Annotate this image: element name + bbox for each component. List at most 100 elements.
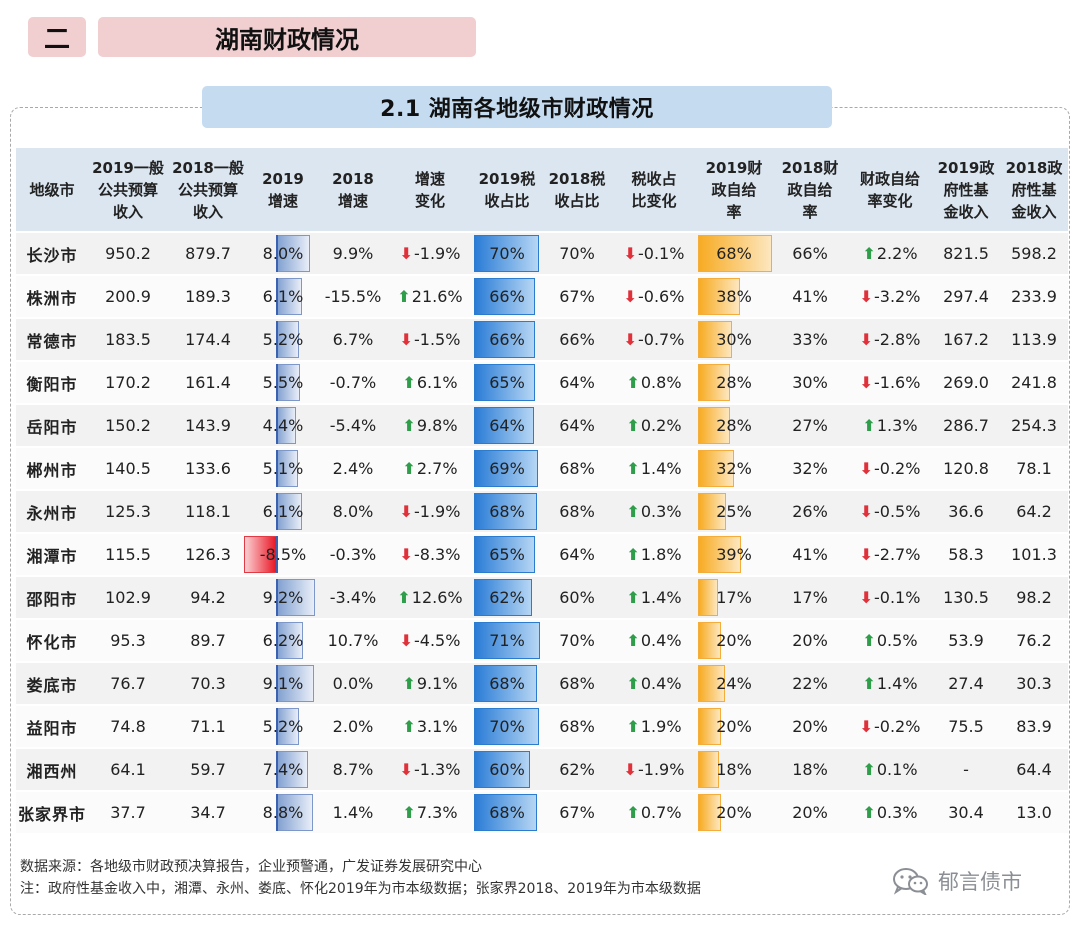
cell-value: 174.4 [185, 330, 231, 349]
tax2019-cell: 65% [472, 361, 542, 405]
growth2019-cell: 8.8% [248, 791, 318, 835]
arrow-up-icon: ⬆ [626, 803, 640, 822]
arrow-down-icon: ⬇ [859, 502, 873, 521]
rev2018-cell: 34.7 [168, 791, 248, 835]
cell-value: 永州市 [26, 503, 78, 523]
tax-change-cell: ⬆1.8% [612, 533, 696, 577]
cell-value: 269.0 [943, 373, 989, 392]
self-sufficiency-bar [698, 364, 730, 401]
table-row: 永州市 125.3 118.1 6.1% 8.0% ⬇-1.9% 68% 68% ⬆0.3% 25… [16, 490, 1068, 534]
tax2019-cell: 71% [472, 619, 542, 663]
cell-value: 32% [716, 459, 752, 478]
footnote: 注：政府性基金收入中，湘潭、永州、娄底、怀化2019年为市本级数据；张家界201… [20, 881, 701, 897]
cell-value: 9.9% [332, 244, 374, 263]
fund2018-cell: 64.4 [1000, 748, 1068, 792]
column-header-line: 金收入 [1011, 202, 1057, 221]
cell-value: 64% [559, 545, 595, 564]
rev2018-cell: 879.7 [168, 232, 248, 276]
growth-bar [276, 278, 303, 315]
cell-value: 65% [489, 373, 525, 392]
cell-value: 102.9 [105, 588, 151, 607]
cell-value: -1.9% [413, 244, 461, 263]
cell-value: -0.2% [873, 459, 921, 478]
table-header: 地级市 2019一般 公共预算 收入 2018一般 公共预算 收入 2019 增速 2018 增速增… [16, 148, 1068, 233]
tax2019-cell: 70% [472, 705, 542, 749]
fund2019-cell: 27.4 [932, 662, 1000, 706]
cell-value: -2.7% [873, 545, 921, 564]
self-change-cell: ⬇-3.2% [848, 275, 932, 319]
growth2018-cell: 9.9% [318, 232, 388, 276]
cell-value: 0.8% [640, 373, 682, 392]
column-header: 2019一般 公共预算 收入 [88, 148, 168, 233]
growth-change-cell: ⬆2.7% [388, 447, 472, 491]
rev2019-cell: 950.2 [88, 232, 168, 276]
cell-value: 20% [792, 803, 828, 822]
axis-line [276, 493, 278, 530]
column-header: 财政自给 率变化 [848, 148, 932, 233]
rev2019-cell: 37.7 [88, 791, 168, 835]
self2018-cell: 33% [772, 318, 848, 362]
cell-value: 64.4 [1016, 760, 1052, 779]
cell-value: 27.4 [948, 674, 984, 693]
arrow-up-icon: ⬆ [402, 803, 416, 822]
cell-value: 60% [559, 588, 595, 607]
cell-value: 28% [716, 416, 752, 435]
cell-value: 41% [792, 545, 828, 564]
self2019-cell: 28% [696, 361, 772, 405]
column-header-line: 公共预算 [177, 180, 238, 199]
cell-value: 68% [489, 803, 525, 822]
arrow-up-icon: ⬆ [402, 373, 416, 392]
tax2018-cell: 62% [542, 748, 612, 792]
rev2018-cell: 143.9 [168, 404, 248, 448]
column-header-line: 率 [726, 202, 742, 221]
rev2018-cell: 189.3 [168, 275, 248, 319]
arrow-down-icon: ⬇ [623, 244, 637, 263]
cell-value: 0.1% [876, 760, 918, 779]
city-cell: 娄底市 [16, 662, 88, 706]
cell-value: 69% [489, 459, 525, 478]
column-header: 增速 变化 [388, 148, 472, 233]
self-sufficiency-bar [698, 751, 720, 788]
brand: 郁言债市 [892, 866, 1022, 896]
self-sufficiency-bar [698, 794, 722, 831]
self-change-cell: ⬆0.5% [848, 619, 932, 663]
column-header-line: 增速 [267, 191, 298, 210]
cell-value: 68% [489, 502, 525, 521]
growth2018-cell: 10.7% [318, 619, 388, 663]
fund2019-cell: 130.5 [932, 576, 1000, 620]
city-cell: 张家界市 [16, 791, 88, 835]
cell-value: 118.1 [185, 502, 231, 521]
fund2018-cell: 64.2 [1000, 490, 1068, 534]
arrow-down-icon: ⬇ [623, 287, 637, 306]
growth2019-cell: 5.5% [248, 361, 318, 405]
tax2019-cell: 64% [472, 404, 542, 448]
rev2019-cell: 76.7 [88, 662, 168, 706]
cell-value: -8.5% [259, 545, 307, 564]
self-change-cell: ⬆1.3% [848, 404, 932, 448]
tax2018-cell: 64% [542, 533, 612, 577]
tax-change-cell: ⬇-0.1% [612, 232, 696, 276]
self-sufficiency-bar [698, 235, 772, 272]
cell-value: -5.4% [329, 416, 377, 435]
growth2018-cell: -0.3% [318, 533, 388, 577]
cell-value: 297.4 [943, 287, 989, 306]
cell-value: 78.1 [1016, 459, 1052, 478]
cell-value: 26% [792, 502, 828, 521]
cell-value: 9.8% [416, 416, 458, 435]
wechat-icon [893, 868, 928, 895]
cell-value: 140.5 [105, 459, 151, 478]
tax-change-cell: ⬆0.2% [612, 404, 696, 448]
cell-value: 5.2% [262, 330, 304, 349]
growth2018-cell: 8.7% [318, 748, 388, 792]
self2018-cell: 20% [772, 791, 848, 835]
cell-value: -1.5% [413, 330, 461, 349]
cell-value: 1.4% [332, 803, 374, 822]
column-header-line: 增速 [414, 169, 445, 188]
tax2019-cell: 62% [472, 576, 542, 620]
column-header-line: 率 [802, 202, 818, 221]
self2018-cell: 22% [772, 662, 848, 706]
self-sufficiency-bar [698, 579, 718, 616]
table-row: 益阳市 74.8 71.1 5.2% 2.0% ⬆3.1% 70% 68% ⬆1.9% 20% 20… [16, 705, 1068, 749]
table-row: 湘西州 64.1 59.7 7.4% 8.7% ⬇-1.3% 60% 62% ⬇-1.9% 18%… [16, 748, 1068, 792]
city-cell: 益阳市 [16, 705, 88, 749]
